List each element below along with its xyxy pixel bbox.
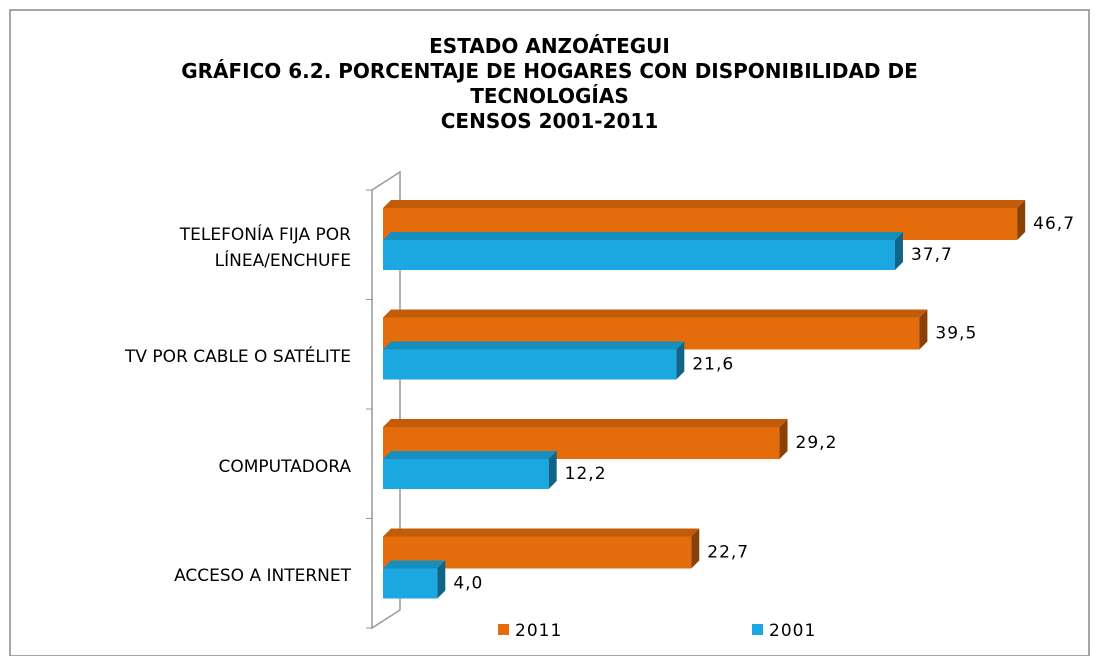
bar-side bbox=[779, 419, 788, 459]
bar bbox=[383, 240, 895, 270]
bar-side bbox=[437, 560, 446, 599]
category-label: TV POR CABLE O SATÉLITE bbox=[125, 347, 351, 368]
axis-wall bbox=[371, 170, 401, 630]
data-label: 21,6 bbox=[692, 355, 734, 375]
legend-swatch bbox=[498, 624, 509, 635]
bar-side bbox=[919, 309, 928, 350]
data-label: 22,7 bbox=[707, 543, 749, 563]
bar-top bbox=[383, 341, 685, 350]
chart-title: ESTADO ANZOÁTEGUI GRÁFICO 6.2. PORCENTAJ… bbox=[181, 34, 918, 133]
bar-top bbox=[383, 200, 1026, 208]
bar-side bbox=[691, 528, 700, 569]
chart-border bbox=[9, 9, 1090, 656]
bar-top bbox=[383, 451, 557, 459]
bar-top bbox=[383, 560, 446, 569]
data-label: 12,2 bbox=[565, 464, 607, 484]
bar-side bbox=[1017, 200, 1026, 240]
bar-top bbox=[383, 528, 700, 537]
legend-label: 2011 bbox=[515, 621, 562, 641]
data-label: 4,0 bbox=[453, 574, 483, 594]
category-label: ACCESO A INTERNET bbox=[174, 566, 351, 587]
bar bbox=[383, 568, 438, 599]
legend-swatch bbox=[752, 624, 763, 635]
data-label: 39,5 bbox=[935, 324, 977, 344]
bar-side bbox=[548, 451, 557, 489]
data-label: 29,2 bbox=[796, 433, 838, 453]
legend-label: 2001 bbox=[769, 621, 816, 641]
category-label: COMPUTADORA bbox=[218, 456, 351, 477]
category-label: TELEFONÍA FIJA POR LÍNEA/ENCHUFE bbox=[179, 224, 351, 271]
bar-side bbox=[676, 341, 685, 380]
bar bbox=[383, 459, 549, 489]
bar-side bbox=[894, 232, 903, 270]
bar-top bbox=[383, 419, 788, 427]
bar-top bbox=[383, 232, 903, 240]
data-label: 37,7 bbox=[911, 245, 953, 265]
bar-top bbox=[383, 309, 928, 318]
bar bbox=[383, 349, 677, 380]
data-label: 46,7 bbox=[1033, 214, 1075, 234]
